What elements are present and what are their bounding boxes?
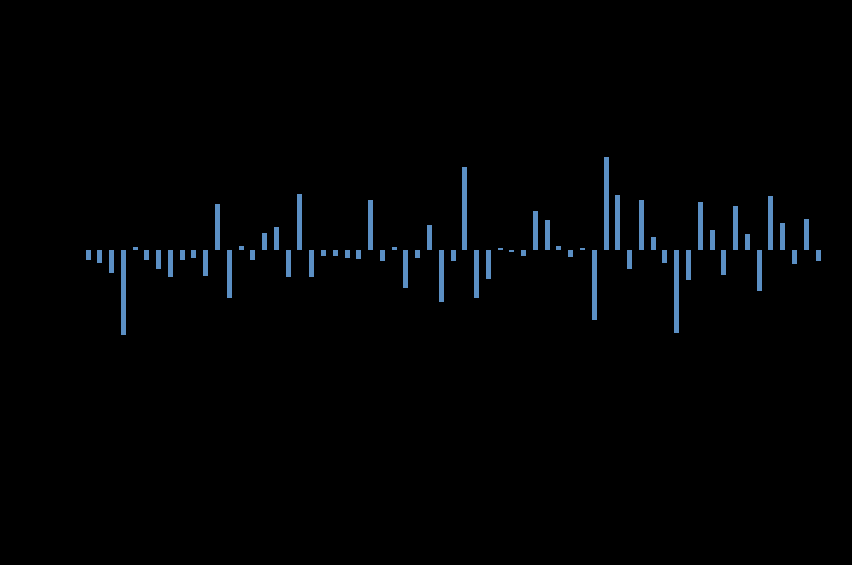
- bar: [485, 250, 491, 279]
- bar: [109, 250, 115, 273]
- bar: [273, 227, 279, 250]
- bar: [120, 250, 126, 336]
- bar: [697, 202, 703, 250]
- bar: [285, 250, 291, 277]
- bar: [568, 250, 574, 257]
- bar: [215, 204, 221, 250]
- bar: [733, 205, 739, 250]
- bar: [297, 193, 303, 250]
- bar: [674, 250, 680, 333]
- bar: [179, 250, 185, 261]
- bar: [368, 199, 374, 250]
- bar: [791, 250, 797, 264]
- bar: [803, 218, 809, 250]
- bar: [132, 247, 138, 250]
- bar: [615, 195, 621, 250]
- bar: [226, 250, 232, 298]
- bar: [650, 236, 656, 250]
- bar: [756, 250, 762, 291]
- bar: [191, 250, 197, 258]
- bar: [391, 247, 397, 250]
- bar: [262, 233, 268, 250]
- bar: [403, 250, 409, 289]
- bar: [379, 250, 385, 262]
- bar: [509, 250, 515, 252]
- bar: [344, 250, 350, 258]
- bar: [85, 250, 91, 260]
- bar: [638, 200, 644, 250]
- bar: [521, 250, 527, 257]
- bar: [309, 250, 315, 277]
- bar: [238, 245, 244, 250]
- bar: [780, 223, 786, 250]
- bar: [415, 250, 421, 258]
- bar: [438, 250, 444, 303]
- bar: [591, 250, 597, 320]
- bar: [685, 250, 691, 281]
- bar: [709, 230, 715, 250]
- bar: [662, 250, 668, 264]
- bar: [744, 234, 750, 250]
- bar: [721, 250, 727, 276]
- bar: [556, 245, 562, 250]
- bar: [144, 250, 150, 260]
- bar: [167, 250, 173, 277]
- bar: [203, 250, 209, 277]
- bar: [544, 219, 550, 250]
- bar: [497, 248, 503, 250]
- bar: [603, 156, 609, 250]
- bar: [462, 167, 468, 250]
- bar: [474, 250, 480, 298]
- bar: [250, 250, 256, 260]
- bar: [532, 210, 538, 250]
- bar: [815, 250, 821, 262]
- bar: [156, 250, 162, 270]
- bar: [332, 250, 338, 257]
- bar: [320, 250, 326, 257]
- bar: [580, 248, 586, 250]
- bar: [97, 250, 103, 264]
- bar: [426, 224, 432, 250]
- bar: [768, 195, 774, 250]
- bar: [450, 250, 456, 262]
- bar: [356, 250, 362, 259]
- bar: [627, 250, 633, 270]
